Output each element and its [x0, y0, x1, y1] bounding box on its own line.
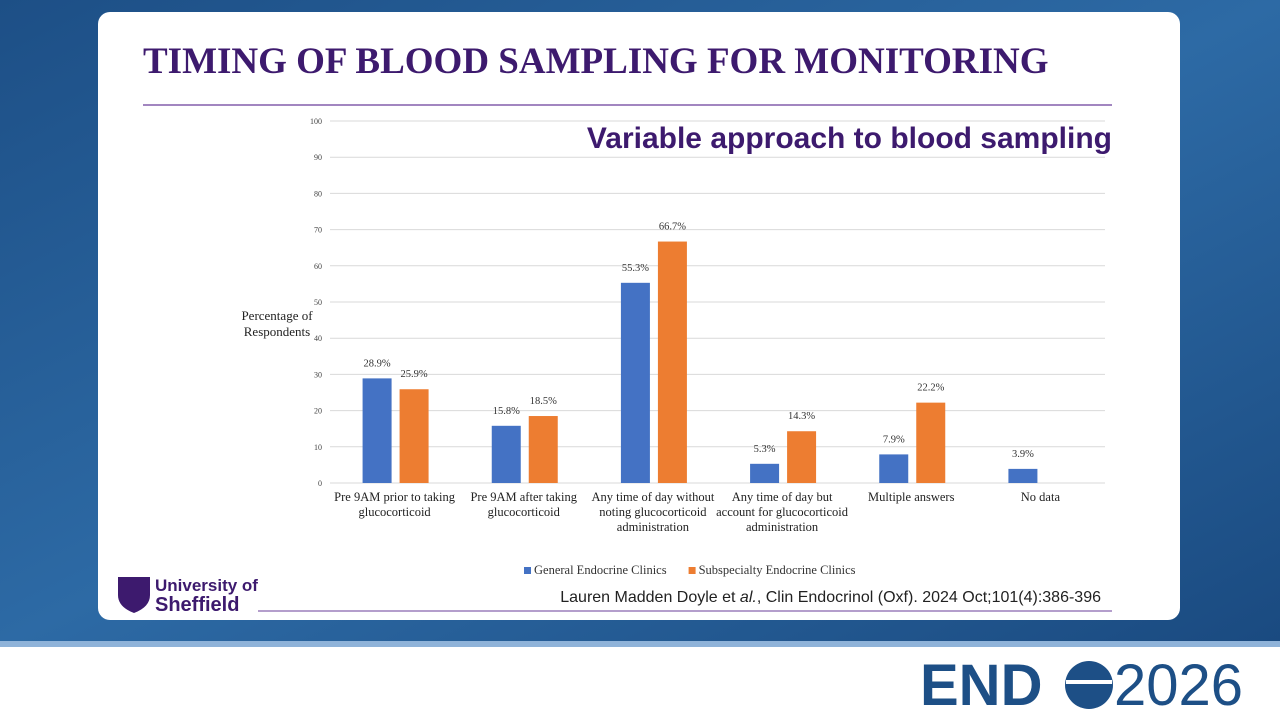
x-tick-label-box: Any time of day without noting glucocort…: [591, 490, 715, 534]
legend-swatch: [524, 567, 531, 574]
y-tick-label: 10: [314, 443, 322, 452]
y-tick-label: 0: [318, 479, 322, 488]
bar: [879, 454, 909, 483]
x-tick-label: Pre 9AM after taking glucocorticoid: [470, 490, 578, 519]
x-tick-label: Multiple answers: [868, 490, 955, 504]
citation-etal: al.: [740, 589, 757, 606]
value-label: 3.9%: [1012, 449, 1034, 460]
slide-title: TIMING OF BLOOD SAMPLING FOR MONITORING: [143, 41, 1049, 82]
y-tick-label: 80: [314, 189, 322, 198]
bar: [491, 425, 521, 483]
value-label: 22.2%: [917, 383, 944, 394]
bar: [750, 463, 780, 483]
bar: [916, 402, 946, 483]
citation: Lauren Madden Doyle et al., Clin Endocri…: [560, 589, 1101, 606]
legend-label: Subspecialty Endocrine Clinics: [699, 563, 856, 577]
y-tick-label: 40: [314, 334, 322, 343]
value-label: 66.7%: [659, 222, 686, 233]
x-tick-label-box: Pre 9AM after taking glucocorticoid: [470, 490, 578, 519]
y-tick-label: 30: [314, 370, 322, 379]
value-label: 55.3%: [622, 263, 649, 274]
brand-year: 2026: [1114, 653, 1243, 718]
bar: [657, 241, 687, 483]
y-axis-label-box: Percentage of Respondents: [241, 308, 313, 339]
divider-band: [0, 641, 1280, 647]
legend-label: General Endocrine Clinics: [534, 563, 667, 577]
value-label: 7.9%: [883, 434, 905, 445]
y-tick-label: 20: [314, 407, 322, 416]
x-tick-label-box: Pre 9AM prior to taking glucocorticoid: [334, 490, 455, 519]
logo-line2: Sheffield: [155, 594, 239, 616]
citation-authors: Lauren Madden Doyle et: [560, 589, 740, 606]
chart-subtitle: Variable approach to blood sampling: [587, 122, 1112, 155]
bar: [399, 389, 429, 483]
y-tick-label: 50: [314, 298, 322, 307]
y-tick-label: 60: [314, 262, 322, 271]
value-label: 18.5%: [530, 396, 557, 407]
value-label: 5.3%: [754, 444, 776, 455]
value-label: 15.8%: [493, 406, 520, 417]
x-tick-label: No data: [1020, 490, 1061, 504]
logo-line1: University of: [155, 576, 258, 595]
y-tick-label: 90: [314, 153, 322, 162]
bar: [620, 282, 650, 483]
brand: END 2026: [920, 653, 1243, 718]
logo-crest: [118, 577, 150, 613]
legend-swatch: [688, 567, 696, 574]
x-tick-label-box: No data: [1020, 490, 1061, 504]
x-tick-label: Any time of day but account for glucocor…: [716, 490, 849, 534]
brand-name: END: [920, 653, 1042, 718]
value-label: 14.3%: [788, 411, 815, 422]
y-tick-label: 100: [310, 117, 322, 126]
y-axis-label: Percentage of Respondents: [241, 308, 313, 339]
x-tick-label: Pre 9AM prior to taking glucocorticoid: [334, 490, 455, 519]
bar: [362, 378, 392, 483]
y-tick-label: 70: [314, 226, 322, 235]
x-tick-label-box: Multiple answers: [868, 490, 955, 504]
brand-globe: [1065, 661, 1113, 709]
logo: University of Sheffield: [118, 576, 258, 616]
value-label: 28.9%: [364, 358, 391, 369]
x-tick-label: Any time of day without noting glucocort…: [591, 490, 715, 534]
citation-source: , Clin Endocrinol (Oxf). 2024 Oct;101(4)…: [757, 589, 1101, 606]
bar: [787, 431, 817, 483]
value-label: 25.9%: [401, 369, 428, 380]
bar: [1008, 468, 1038, 483]
bar: [528, 416, 558, 483]
x-tick-label-box: Any time of day but account for glucocor…: [716, 490, 849, 534]
